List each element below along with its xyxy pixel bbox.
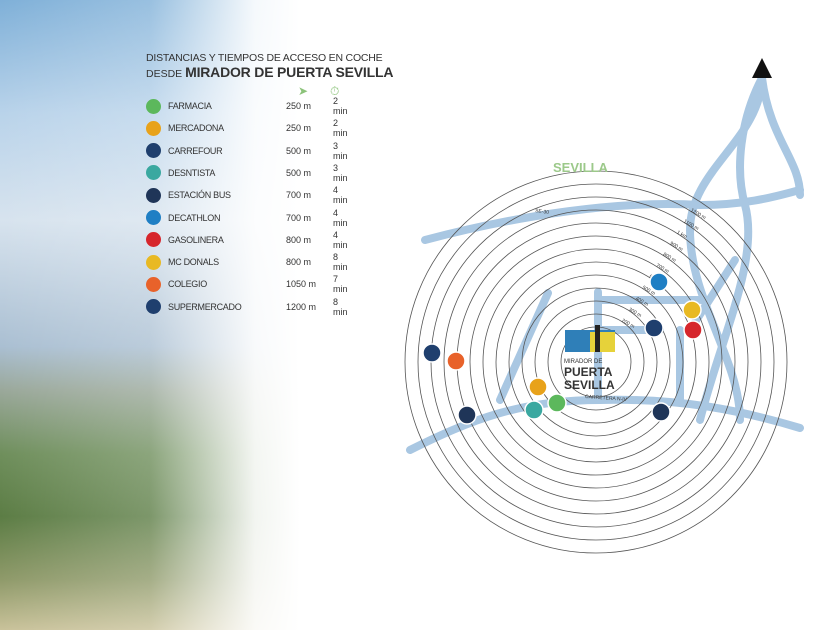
title-bold: MIRADOR DE PUERTA SEVILLA: [185, 64, 394, 80]
place-distance: 1200 m: [286, 301, 317, 312]
decathlon-icon: [146, 210, 161, 225]
place-distance: 250 m: [286, 101, 312, 111]
school-icon: [146, 276, 161, 292]
place-distance: 500 m: [286, 167, 312, 178]
north-arrow-icon: [752, 58, 772, 78]
bus-icon: [146, 187, 161, 203]
place-distance: 800 m: [286, 234, 312, 245]
ring-label: 900 m: [669, 241, 684, 253]
distance-ring: [417, 183, 775, 541]
place-row: DECATHLON 700 m 4 min: [146, 208, 348, 228]
map-marker-carrefour-icon: [644, 318, 664, 338]
mercadona-icon: [146, 120, 161, 136]
map-marker-pharmacy-cross-icon: [547, 393, 567, 413]
place-row: DESNTISTA 500 m 3 min: [146, 163, 348, 183]
place-name: SUPERMERCADO: [168, 301, 242, 312]
place-name: CARREFOUR: [168, 145, 223, 156]
road-label: SE-30: [535, 208, 550, 216]
logo-text: SEVILLA: [564, 378, 615, 392]
place-row: MERCADONA 250 m 2 min: [146, 118, 348, 138]
distance-ring: [495, 261, 697, 463]
logo-image: [590, 332, 615, 352]
place-name: DECATHLON: [168, 212, 221, 223]
title-prefix: DESDE: [146, 68, 183, 80]
place-distance: 250 m: [286, 123, 312, 134]
road-label: CARRETERA N-IV: [585, 394, 628, 403]
supermarket-cart-icon: [146, 299, 161, 315]
map-marker-tooth-icon: [524, 400, 544, 420]
place-row: COLEGIO 1050 m 7 min: [146, 274, 348, 294]
logo-tower: [595, 325, 600, 352]
city-label: SEVILLA: [553, 160, 609, 175]
place-time: 7 min: [333, 274, 348, 295]
road: [496, 289, 552, 404]
map-marker-bus-icon: [457, 405, 477, 425]
place-time: 3 min: [333, 162, 348, 183]
place-name: DESNTISTA: [168, 167, 216, 178]
distance-ring: [443, 209, 749, 515]
place-time: 4 min: [333, 229, 348, 250]
place-distance: 1050 m: [286, 279, 317, 290]
map-marker-fuel-pump-icon: [683, 320, 703, 340]
carrefour-icon: [146, 143, 161, 159]
place-time: 4 min: [333, 185, 348, 206]
distance-ring: [521, 287, 671, 437]
distance-ring: [508, 274, 684, 450]
place-row: SUPERMERCADO 1200 m 8 min: [146, 297, 348, 317]
place-name: GASOLINERA: [168, 234, 224, 245]
place-name: FARMACIA: [168, 101, 212, 111]
place-row: FARMACIA 250 m 2 min: [146, 96, 348, 116]
place-row: CARREFOUR 500 m 3 min: [146, 141, 348, 161]
place-row: ESTACIÓN BUS 700 m 4 min: [146, 185, 348, 205]
distance-ring: [534, 300, 658, 424]
place-time: 3 min: [333, 140, 348, 161]
pharmacy-cross-icon: [146, 98, 161, 114]
road: [758, 74, 804, 199]
map-marker-mercadona-icon: [528, 377, 548, 397]
place-row: MC DONALS 800 m 8 min: [146, 252, 348, 272]
map-marker-mcdonalds-icon: [682, 300, 702, 320]
place-time: 2 min: [333, 96, 348, 116]
place-time: 4 min: [333, 207, 348, 228]
place-time: 2 min: [333, 118, 348, 139]
map-marker-supermarket-cart-icon: [422, 343, 442, 363]
page-title: DISTANCIAS Y TIEMPOS DE ACCESO EN COCHE …: [146, 52, 393, 80]
place-distance: 700 m: [286, 212, 312, 223]
place-distance: 500 m: [286, 145, 312, 156]
distance-ring: [482, 248, 710, 476]
logo-text: PUERTA: [564, 365, 613, 379]
road: [686, 256, 739, 334]
map-marker-bus-icon: [651, 402, 671, 422]
place-time: 8 min: [333, 296, 348, 317]
place-name: ESTACIÓN BUS: [168, 190, 231, 201]
distance-ring: [469, 235, 723, 489]
navigation-arrow-icon: ➤: [298, 84, 309, 98]
distance-ring: [404, 170, 788, 554]
place-row: GASOLINERA 800 m 4 min: [146, 230, 348, 250]
place-distance: 700 m: [286, 190, 312, 201]
map-marker-decathlon-icon: [649, 272, 669, 292]
stopwatch-icon: ⏱: [330, 84, 340, 98]
ring-label: 300 m: [627, 307, 642, 319]
road: [421, 186, 804, 244]
place-name: MERCADONA: [168, 123, 224, 134]
road: [696, 74, 766, 424]
logo-text: MIRADOR DE: [564, 359, 602, 365]
place-name: MC DONALS: [168, 257, 219, 268]
distance-ring: [547, 313, 645, 411]
ring-label: 800 m: [662, 252, 677, 264]
place-time: 8 min: [333, 252, 348, 273]
tooth-icon: [146, 165, 161, 181]
mcdonalds-icon: [146, 254, 161, 270]
map-marker-school-icon: [446, 351, 466, 371]
place-distance: 800 m: [286, 257, 312, 268]
ring-label: 1 km: [676, 230, 688, 241]
fuel-pump-icon: [146, 232, 161, 248]
place-name: COLEGIO: [168, 279, 207, 290]
title-line-1: DISTANCIAS Y TIEMPOS DE ACCESO EN COCHE: [146, 52, 383, 64]
